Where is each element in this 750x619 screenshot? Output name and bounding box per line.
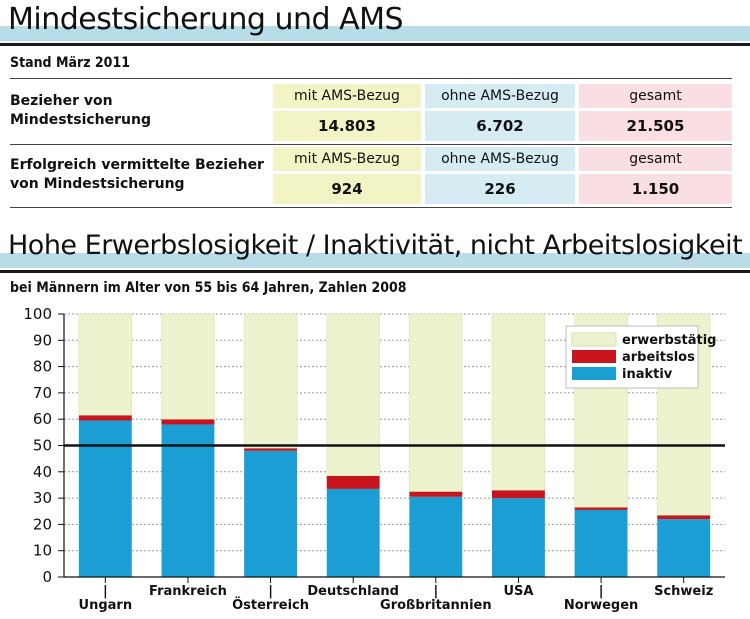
row2-header-gesamt: gesamt [579, 147, 732, 171]
divider [10, 78, 732, 79]
bar-segment-erwerbstaetig [161, 313, 215, 420]
legend-swatch-arbeitslos [572, 350, 616, 363]
header-rule [0, 270, 750, 273]
legend-label: arbeitslos [622, 350, 695, 365]
bar-segment-inaktiv [491, 498, 545, 577]
header-stripe [0, 253, 750, 268]
y-tick-label: 40 [33, 463, 52, 481]
header-stripe [0, 26, 750, 41]
bar-segment-arbeitslos [326, 475, 380, 489]
x-tick-connector: | [599, 584, 604, 599]
y-tick-label: 20 [33, 515, 52, 533]
x-tick-label: Ungarn [79, 598, 133, 613]
chart-title: Hohe Erwerbslosigkeit / Inaktivität, nic… [8, 230, 743, 261]
x-tick-label: Norwegen [564, 598, 638, 613]
bar-segment-inaktiv [78, 420, 132, 577]
bar-segment-arbeitslos [574, 507, 628, 510]
bar-segment-inaktiv [574, 509, 628, 577]
bar-segment-inaktiv [244, 450, 298, 577]
row1-label-line1: Bezieher von [10, 93, 113, 109]
bar-segment-inaktiv [657, 519, 711, 577]
row2-value-ohne: 226 [425, 174, 575, 204]
row1-header-gesamt: gesamt [579, 84, 732, 108]
bar-segment-arbeitslos [491, 490, 545, 499]
row1-label-line2: Mindestsicherung [10, 112, 151, 128]
bar-segment-arbeitslos [78, 415, 132, 421]
y-tick-label: 90 [33, 331, 52, 349]
legend-swatch-inaktiv [572, 367, 616, 380]
bar-segment-arbeitslos [244, 448, 298, 451]
legend-label: inaktiv [622, 367, 673, 382]
x-tick-label: Schweiz [654, 584, 713, 599]
x-tick-label: Großbritannien [380, 598, 492, 613]
row2-label-line2: von Mindestsicherung [10, 176, 185, 192]
row2-label-line1: Erfolgreich vermittelte Bezieher [10, 157, 264, 173]
bar-segment-inaktiv [326, 488, 380, 577]
row2-value-gesamt: 1.150 [579, 174, 732, 204]
row2-label: Erfolgreich vermittelte Bezieher von Min… [10, 156, 264, 194]
row1-label: Bezieher von Mindestsicherung [10, 92, 151, 130]
y-tick-label: 30 [33, 489, 52, 507]
y-tick-label: 0 [42, 568, 52, 586]
x-tick-label: Deutschland [307, 584, 399, 599]
bar-segment-erwerbstaetig [326, 313, 380, 476]
bar-segment-arbeitslos [161, 419, 215, 425]
row1-value-gesamt: 21.505 [579, 111, 732, 141]
legend-swatch-erwerbstaetig [571, 332, 617, 347]
row2-value-mit: 924 [273, 174, 421, 204]
y-tick-label: 10 [33, 542, 52, 560]
header-rule [0, 43, 750, 46]
header-mindestsicherung: Mindestsicherung und AMS [0, 0, 750, 46]
x-tick-connector: | [268, 584, 273, 599]
bar-segment-arbeitslos [657, 515, 711, 520]
legend-label: erwerbstätig [622, 333, 716, 348]
bar-segment-erwerbstaetig [243, 313, 298, 449]
y-tick-label: 70 [33, 384, 52, 402]
divider [10, 144, 732, 145]
y-tick-label: 60 [33, 410, 52, 428]
y-tick-label: 100 [23, 305, 52, 323]
bar-segment-erwerbstaetig [491, 313, 546, 491]
legend: erwerbstätig arbeitslos inaktiv [565, 325, 716, 389]
row1-header-ohne: ohne AMS-Bezug [425, 84, 575, 108]
y-tick-label: 50 [33, 437, 52, 455]
row2-header-mit: mit AMS-Bezug [273, 147, 421, 171]
x-tick-connector: | [103, 584, 108, 599]
y-tick-label: 80 [33, 358, 52, 376]
row1-value-mit: 14.803 [273, 111, 421, 141]
bar-segment-erwerbstaetig [409, 313, 463, 492]
bar-segment-inaktiv [161, 424, 215, 577]
x-tick-label: USA [503, 584, 533, 599]
chart-subtitle: bei Männern im Alter von 55 bis 64 Jahre… [10, 280, 407, 296]
page-title: Mindestsicherung und AMS [8, 2, 404, 37]
bars [78, 313, 711, 577]
bar-segment-inaktiv [409, 496, 463, 577]
row1-header-mit: mit AMS-Bezug [273, 84, 421, 108]
row1-value-ohne: 6.702 [425, 111, 575, 141]
row2-header-ohne: ohne AMS-Bezug [425, 147, 575, 171]
bar-segment-arbeitslos [409, 491, 463, 497]
x-tick-connector: | [433, 584, 438, 599]
stand-date: Stand März 2011 [10, 55, 130, 71]
x-tick-label: Österreich [232, 597, 309, 613]
divider [10, 207, 732, 208]
header-erwerbslosigkeit: Hohe Erwerbslosigkeit / Inaktivität, nic… [0, 228, 750, 274]
x-tick-label: Frankreich [149, 584, 227, 599]
bar-segment-erwerbstaetig [78, 313, 133, 416]
